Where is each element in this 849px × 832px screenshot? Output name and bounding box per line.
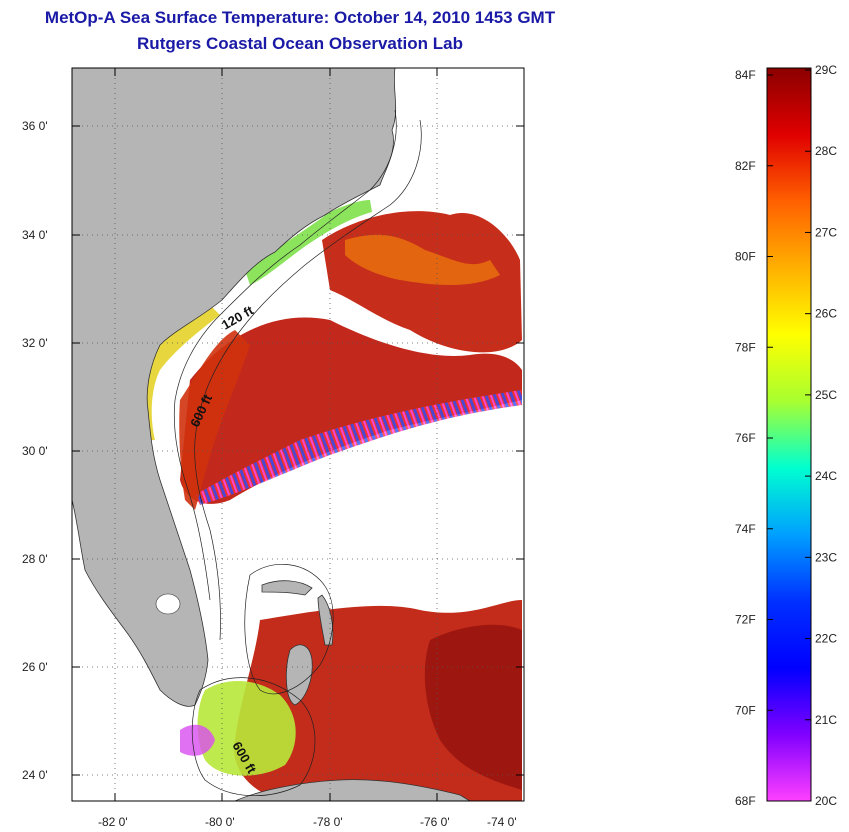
andros-island	[285, 644, 313, 706]
map-plot-area: 120 ft 600 ft 600 ft	[72, 68, 524, 801]
abaco-island	[317, 594, 334, 646]
colorbar-f-label: 84F	[735, 68, 756, 82]
map-title: MetOp-A Sea Surface Temperature: October…	[44, 8, 556, 27]
colorbar-c-label: 23C	[815, 550, 837, 564]
lon-label-82: -82 0'	[98, 815, 128, 829]
map-gridlines	[72, 68, 524, 801]
contour-deep	[244, 564, 334, 695]
colorbar-celsius-ticks: 29C 28C 27C 26C 25C 24C 23C 22C 21C 20C	[805, 63, 837, 808]
colorbar-f-label: 78F	[735, 340, 756, 354]
lon-label-78: -78 0'	[313, 815, 343, 829]
sst-bahamas-swath	[424, 624, 522, 790]
colorbar-c-label: 21C	[815, 713, 837, 727]
lat-label-26: 26 0'	[22, 660, 48, 674]
colorbar-c-label: 24C	[815, 469, 837, 483]
colorbar-f-label: 80F	[735, 250, 756, 264]
cuba-land	[234, 779, 471, 801]
lake-okeechobee	[155, 593, 181, 615]
lat-label-34: 34 0'	[22, 228, 48, 242]
colorbar-c-label: 27C	[815, 225, 837, 239]
latitude-labels: 36 0' 34 0' 32 0' 30 0' 28 0' 26 0' 24 0…	[22, 119, 48, 782]
colorbar-c-label: 28C	[815, 144, 837, 158]
colorbar-f-label: 76F	[735, 431, 756, 445]
sst-gulfstream-swath	[180, 317, 522, 504]
map-subtitle: Rutgers Coastal Ocean Observation Lab	[137, 34, 463, 53]
sst-orange-band	[345, 234, 500, 285]
temperature-colorbar: 84F 82F 80F 78F 76F 74F 72F 70F 68F 29C 28C 27C 26C…	[735, 63, 837, 808]
colorbar-f-label: 72F	[735, 613, 756, 627]
sst-coastal-green-band	[245, 200, 372, 285]
longitude-labels: -82 0' -80 0' -78 0' -76 0' -74 0'	[98, 815, 517, 829]
contour-120ft	[173, 109, 397, 601]
contour-bank	[191, 677, 316, 797]
colorbar-c-label: 20C	[815, 794, 837, 808]
bathymetry-contours	[173, 109, 422, 797]
map-frame	[71, 67, 525, 802]
colorbar-f-label: 82F	[735, 159, 756, 173]
sst-swaths	[137, 200, 522, 801]
colorbar-c-label: 25C	[815, 388, 837, 402]
colorbar-c-label: 26C	[815, 307, 837, 321]
contour-600ft	[194, 119, 422, 641]
us-east-coast-land	[72, 68, 397, 707]
lon-label-76: -76 0'	[420, 815, 450, 829]
grand-bahama-island	[261, 580, 313, 596]
lat-label-24: 24 0'	[22, 768, 48, 782]
colorbar-f-label: 70F	[735, 703, 756, 717]
lon-label-74: -74 0'	[487, 815, 517, 829]
land-mass	[72, 68, 471, 801]
lon-label-80: -80 0'	[205, 815, 235, 829]
colorbar-c-label: 22C	[815, 632, 837, 646]
sst-midshelf-red	[179, 330, 250, 510]
colorbar-c-label: 29C	[815, 63, 837, 77]
sst-gulfstream-edge	[195, 390, 522, 505]
colorbar-f-label: 68F	[735, 794, 756, 808]
sst-cool-magenta-patch	[180, 724, 215, 756]
lat-label-36: 36 0'	[22, 119, 48, 133]
map-ticks	[72, 68, 524, 801]
lat-label-30: 30 0'	[22, 444, 48, 458]
lat-label-28: 28 0'	[22, 552, 48, 566]
sst-cool-green-patch	[197, 680, 296, 776]
colorbar-strip	[766, 67, 812, 802]
lat-label-32: 32 0'	[22, 336, 48, 350]
colorbar-fahrenheit-ticks: 84F 82F 80F 78F 76F 74F 72F 70F 68F	[735, 68, 773, 808]
colorbar-f-label: 74F	[735, 522, 756, 536]
